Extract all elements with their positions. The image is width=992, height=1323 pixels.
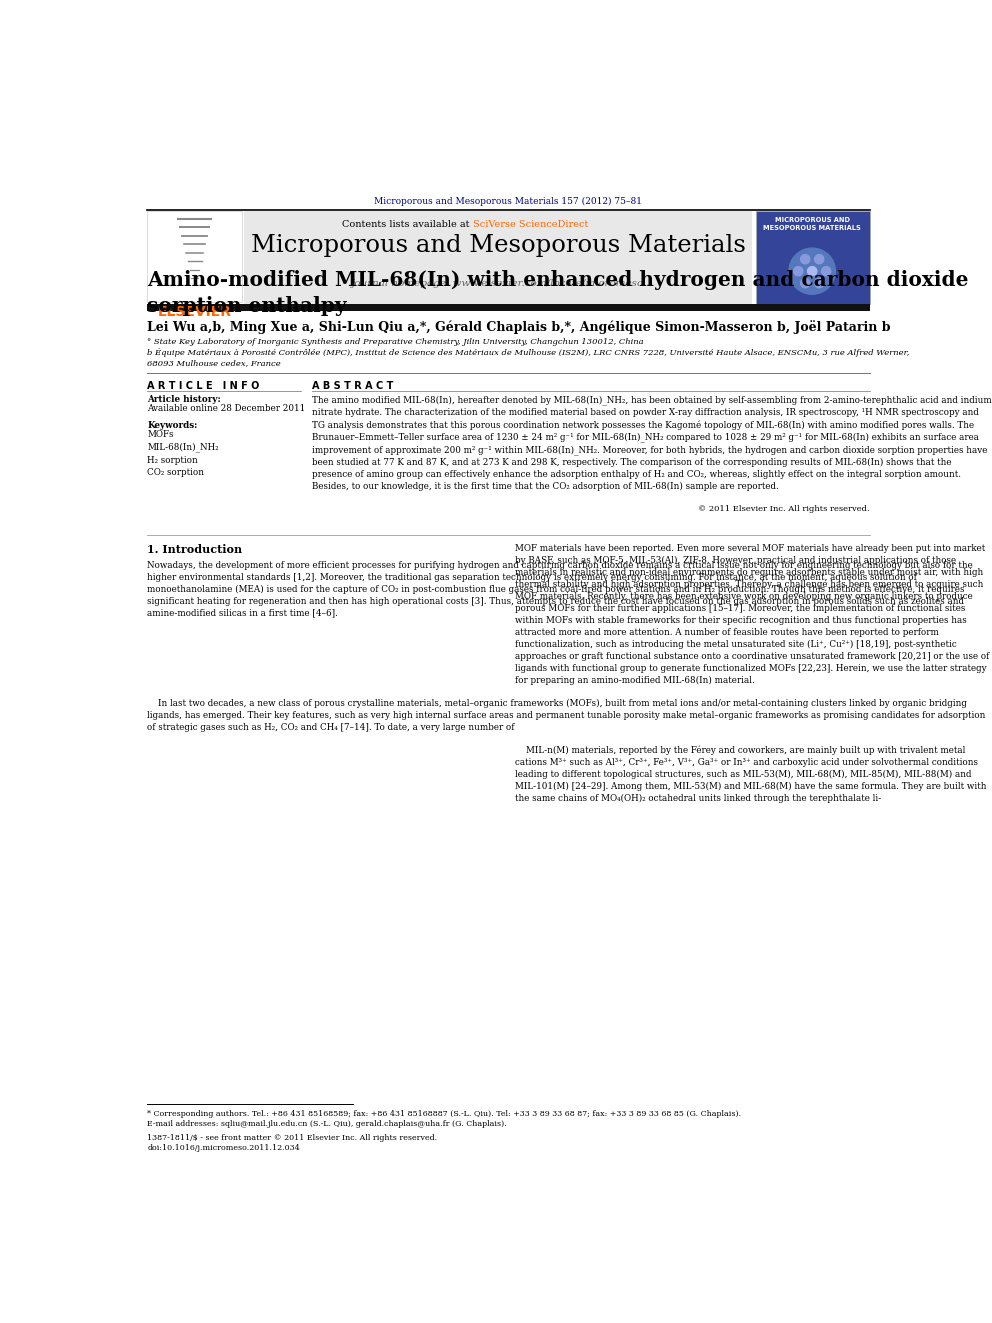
Circle shape [814,279,823,288]
Text: © 2011 Elsevier Inc. All rights reserved.: © 2011 Elsevier Inc. All rights reserved… [698,505,870,513]
Text: MICROPOROUS AND
MESOPOROUS MATERIALS: MICROPOROUS AND MESOPOROUS MATERIALS [763,217,861,230]
Circle shape [801,279,809,288]
Text: ° State Key Laboratory of Inorganic Synthesis and Preparative Chemistry, Jilin U: ° State Key Laboratory of Inorganic Synt… [147,339,644,347]
Text: journal homepage: www.elsevier.com/locate/micromeso: journal homepage: www.elsevier.com/locat… [352,279,645,288]
Text: The amino modified MIL-68(In), hereafter denoted by MIL-68(In)_NH₂, has been obt: The amino modified MIL-68(In), hereafter… [311,396,991,491]
Text: Article history:: Article history: [147,396,221,404]
Bar [147,212,242,302]
Text: doi:10.1016/j.micromeso.2011.12.034: doi:10.1016/j.micromeso.2011.12.034 [147,1144,300,1152]
Text: SciVerse ScienceDirect: SciVerse ScienceDirect [473,221,588,229]
Text: A R T I C L E   I N F O: A R T I C L E I N F O [147,381,260,390]
Text: E-mail addresses: sqliu@mail.jlu.edu.cn (S.-L. Qiu), gerald.chaplais@uha.fr (G. : E-mail addresses: sqliu@mail.jlu.edu.cn … [147,1121,507,1129]
Text: MOF materials have been reported. Even more several MOF materials have already b: MOF materials have been reported. Even m… [516,544,990,684]
Text: Nowadays, the development of more efficient processes for purifying hydrogen and: Nowadays, the development of more effici… [147,561,973,618]
Bar [147,303,870,311]
Text: ELSEVIER: ELSEVIER [158,306,231,319]
Text: Microporous and Mesoporous Materials 157 (2012) 75–81: Microporous and Mesoporous Materials 157… [374,197,643,206]
Circle shape [789,249,835,294]
Text: MIL-n(M) materials, reported by the Férey and coworkers, are mainly built up wit: MIL-n(M) materials, reported by the Fére… [516,745,987,803]
Text: * Corresponding authors. Tel.: +86 431 85168589; fax: +86 431 85168887 (S.-L. Qi: * Corresponding authors. Tel.: +86 431 8… [147,1110,741,1118]
Text: 1. Introduction: 1. Introduction [147,544,242,554]
Circle shape [821,266,830,275]
Text: b Équipe Matériaux à Porosité Contrôlée (MPC), Institut de Science des Matériaux: b Équipe Matériaux à Porosité Contrôlée … [147,348,910,368]
Text: Microporous and Mesoporous Materials: Microporous and Mesoporous Materials [251,234,746,257]
Circle shape [801,254,809,263]
Text: Lei Wu a,b, Ming Xue a, Shi-Lun Qiu a,*, Gérald Chaplais b,*, Angélique Simon-Ma: Lei Wu a,b, Ming Xue a, Shi-Lun Qiu a,*,… [147,320,891,335]
Circle shape [794,266,803,275]
Bar [244,212,752,303]
Text: In last two decades, a new class of porous crystalline materials, metal–organic : In last two decades, a new class of poro… [147,700,986,733]
Text: Available online 28 December 2011: Available online 28 December 2011 [147,405,306,413]
Circle shape [807,266,816,275]
Text: MOFs
MIL-68(In)_NH₂
H₂ sorption
CO₂ sorption: MOFs MIL-68(In)_NH₂ H₂ sorption CO₂ sorp… [147,430,219,478]
Text: Amino-modified MIL-68(In) with enhanced hydrogen and carbon dioxide
sorption ent: Amino-modified MIL-68(In) with enhanced … [147,270,969,316]
Text: Contents lists available at: Contents lists available at [342,221,473,229]
Text: Keywords:: Keywords: [147,421,197,430]
Circle shape [814,254,823,263]
Text: 1387-1811/$ - see front matter © 2011 Elsevier Inc. All rights reserved.: 1387-1811/$ - see front matter © 2011 El… [147,1134,437,1142]
Bar [756,212,870,303]
Text: A B S T R A C T: A B S T R A C T [311,381,393,390]
